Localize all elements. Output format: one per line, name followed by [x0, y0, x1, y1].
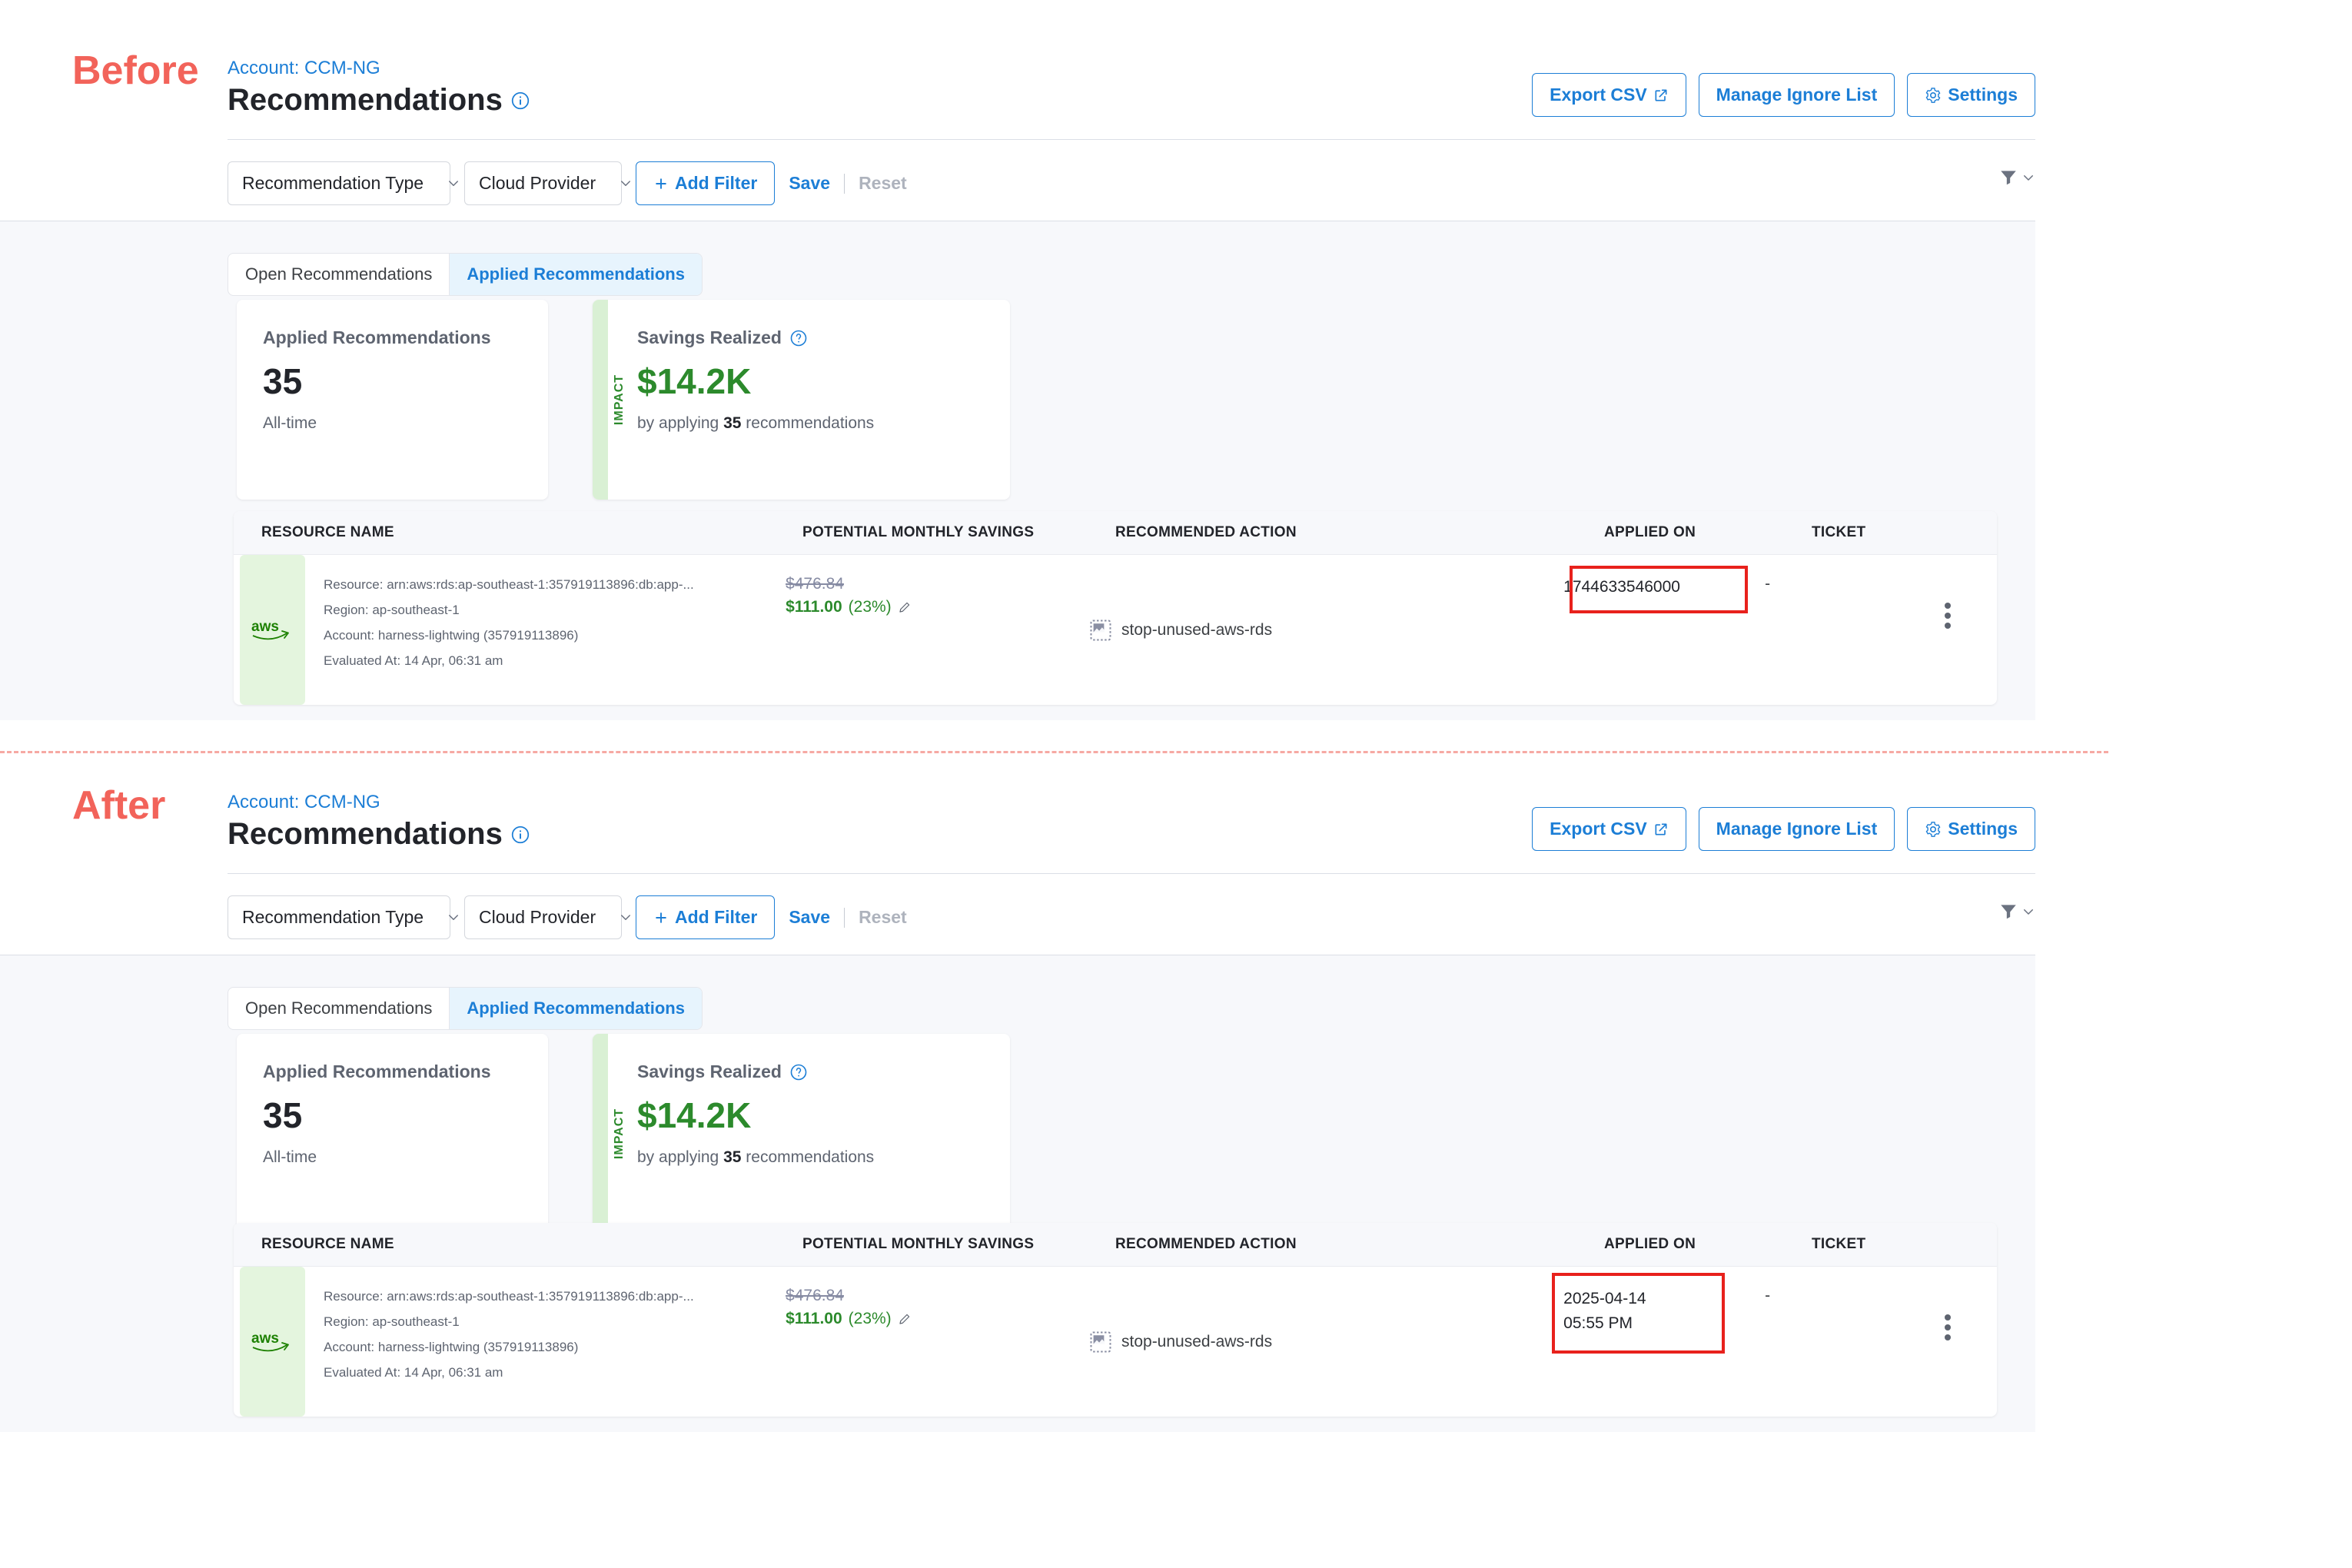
svg-text:aws: aws [251, 1330, 279, 1347]
svg-text:aws: aws [251, 619, 279, 635]
